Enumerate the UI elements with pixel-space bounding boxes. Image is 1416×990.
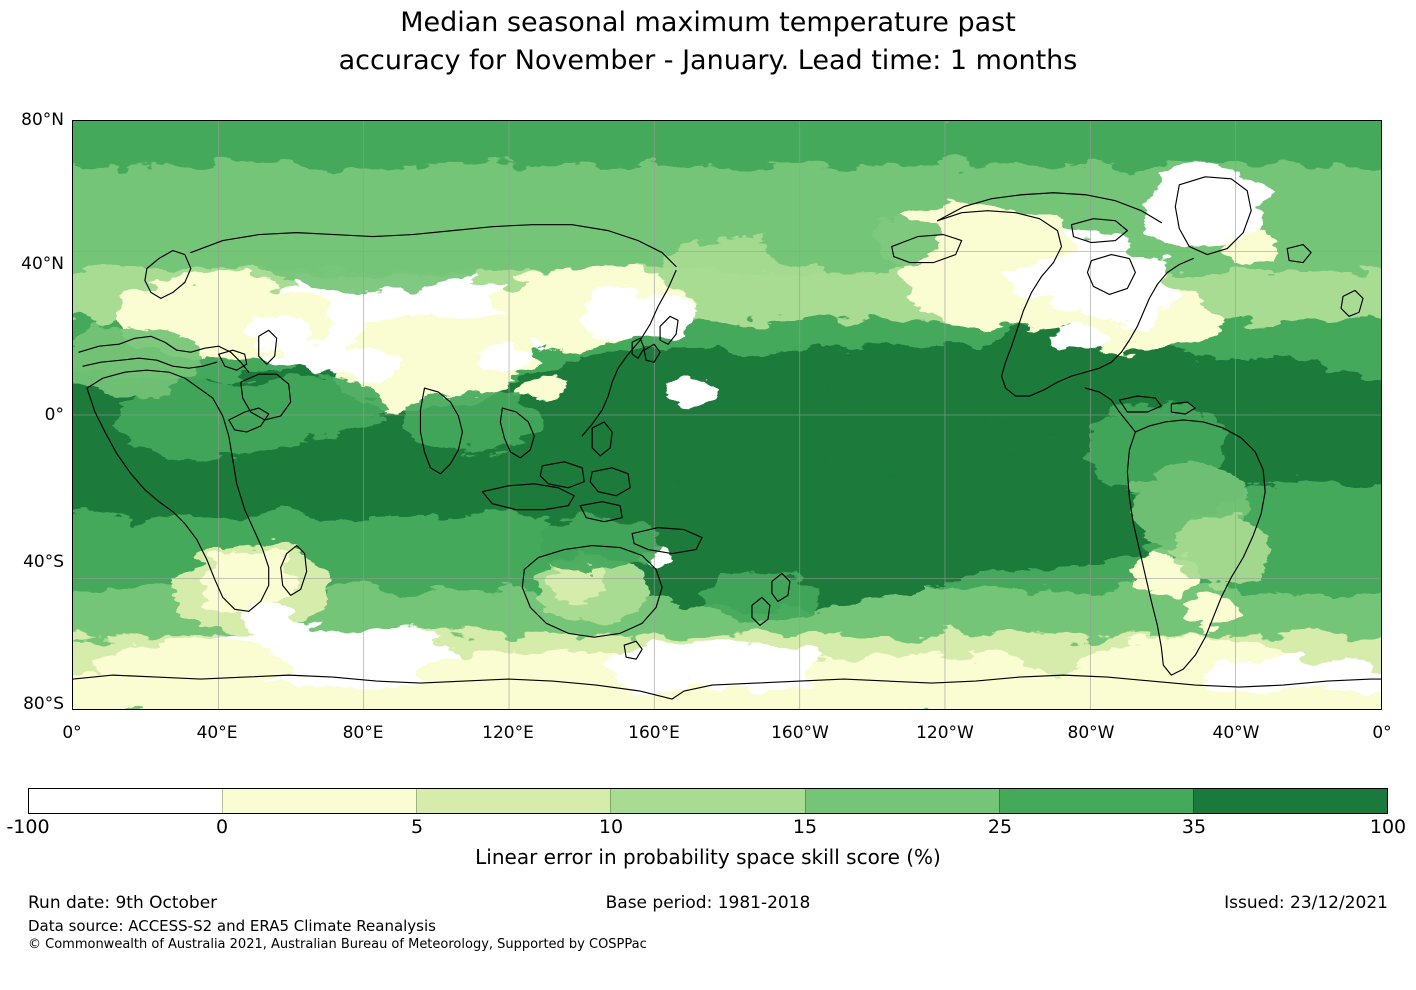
skill-score-field (73, 121, 1381, 709)
map-svg (73, 121, 1381, 709)
y-tick-0: 0° (44, 405, 64, 425)
colorbar-segment-1 (222, 789, 417, 813)
footer: Run date: 9th October Base period: 1981-… (0, 893, 1416, 953)
title-line-1: Median seasonal maximum temperature past (400, 7, 1016, 38)
colorbar-segment-0 (29, 789, 223, 813)
footer-copyright: © Commonwealth of Australia 2021, Austra… (28, 937, 647, 952)
y-tick-80N: 80°N (21, 110, 64, 130)
colorbar-tick-5: 25 (987, 816, 1013, 838)
x-tick-0W: 0° (1372, 723, 1392, 743)
colorbar-segment-6 (1192, 789, 1387, 813)
footer-issued-date: Issued: 23/12/2021 (1224, 893, 1388, 913)
x-tick-40W: 40°W (1212, 723, 1260, 743)
colorbar-segment-5 (998, 789, 1193, 813)
footer-base-period: Base period: 1981-2018 (605, 893, 811, 913)
x-tick-120W: 120°W (916, 723, 974, 743)
colorbar-tick-2: 5 (410, 816, 424, 838)
footer-data-source: Data source: ACCESS-S2 and ERA5 Climate … (28, 917, 436, 935)
x-tick-160W: 160°W (771, 723, 829, 743)
colorbar-tick-0: -100 (6, 816, 50, 838)
colorbar-tick-1: 0 (215, 816, 229, 838)
x-tick-0E: 0° (62, 723, 82, 743)
x-tick-80W: 80°W (1067, 723, 1115, 743)
y-tick-80S: 80°S (23, 694, 64, 714)
colorbar-segment-3 (610, 789, 805, 813)
y-tick-40N: 40°N (21, 254, 64, 274)
colorbar-segment-2 (416, 789, 611, 813)
colorbar-tick-4: 15 (792, 816, 818, 838)
figure-title: Median seasonal maximum temperature past… (0, 4, 1416, 80)
title-line-2: accuracy for November - January. Lead ti… (338, 45, 1078, 76)
colorbar (28, 788, 1388, 814)
colorbar-title: Linear error in probability space skill … (475, 845, 941, 869)
x-tick-120E: 120°E (482, 723, 534, 743)
colorbar-segment-4 (804, 789, 999, 813)
x-tick-40E: 40°E (196, 723, 238, 743)
coastlines (73, 176, 1381, 700)
colorbar-tick-3: 10 (598, 816, 624, 838)
colorbar-tick-6: 35 (1181, 816, 1207, 838)
map-plot-area (72, 120, 1382, 710)
graticule (73, 121, 1381, 709)
x-tick-160E: 160°E (628, 723, 680, 743)
colorbar-tick-7: 100 (1369, 816, 1407, 838)
colorbar-tick-labels: -100 0 5 10 15 25 35 100 (0, 816, 1416, 844)
y-tick-40S: 40°S (23, 552, 64, 572)
x-tick-80E: 80°E (342, 723, 384, 743)
footer-run-date: Run date: 9th October (28, 893, 218, 913)
